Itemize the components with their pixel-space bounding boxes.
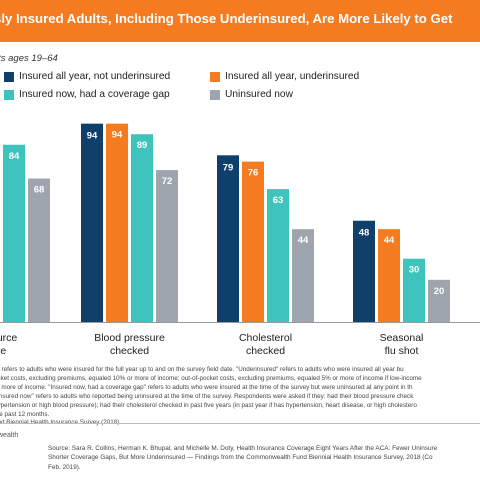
- bar-chart: 94 79 48 94 76 44 84 89 63 30 68 72 44 20 sourcere Bloo…: [0, 123, 480, 357]
- legend-label-4: Uninsured now: [225, 89, 293, 100]
- bar: [353, 220, 375, 322]
- note-line: und Biennial Health Insurance Survey (20…: [0, 419, 480, 428]
- bar: [242, 161, 264, 322]
- bar: [292, 229, 314, 322]
- bar-value-label: 44: [298, 235, 309, 246]
- bar-value-label: 44: [384, 235, 395, 246]
- bar: [81, 123, 103, 322]
- source-line: Shorter Coverage Gaps, But More Underins…: [48, 454, 433, 462]
- chart-title: sly Insured Adults, Including Those Unde…: [0, 11, 453, 26]
- bar-value-label: 94: [87, 131, 98, 142]
- bar: [131, 134, 153, 322]
- x-tick-label: checked: [246, 345, 285, 357]
- bar: [428, 279, 450, 322]
- note-line: or more of income. "Insured now, had a c…: [0, 383, 413, 391]
- footer-divider: [0, 423, 480, 424]
- x-tick-label: Blood pressure: [94, 332, 165, 344]
- bar: [106, 123, 128, 322]
- legend: Insured all year, not underinsured Insur…: [4, 71, 474, 105]
- bar: [3, 144, 25, 322]
- bar-value-label: 79: [223, 162, 234, 173]
- chart-notes: d" refers to adults who were insured for…: [0, 366, 480, 428]
- note-line: d" refers to adults who were insured for…: [0, 366, 404, 373]
- bar: [28, 178, 50, 322]
- bar-value-label: 48: [359, 228, 370, 239]
- legend-swatch-3: [4, 90, 14, 100]
- legend-swatch-2: [210, 72, 220, 82]
- note-line: the past 12 months.: [0, 410, 50, 418]
- bar: [217, 155, 239, 322]
- x-tick-label: Cholesterol: [239, 332, 292, 344]
- bar: [156, 170, 178, 322]
- bar-value-label: 94: [112, 130, 123, 141]
- bar: [403, 258, 425, 322]
- bar-value-label: 84: [9, 151, 20, 162]
- x-tick-label: re: [0, 345, 6, 357]
- bar-value-label: 72: [162, 176, 173, 187]
- title-banner: sly Insured Adults, Including Those Unde…: [0, 0, 480, 42]
- note-line: ocket costs, excluding premiums, equaled…: [0, 374, 422, 382]
- legend-swatch-4: [210, 90, 220, 100]
- x-tick-label: checked: [110, 345, 149, 357]
- x-tick-label: Seasonal: [380, 332, 424, 344]
- legend-label-3: Insured now, had a coverage gap: [19, 89, 170, 100]
- bar-value-label: 63: [273, 195, 284, 206]
- bar-value-label: 68: [34, 185, 45, 196]
- x-tick-label: source: [0, 332, 17, 344]
- note-line: hypertension or high blood pressure); ha…: [0, 401, 417, 409]
- chart-subtitle: lts ages 19–64: [0, 53, 58, 64]
- legend-swatch-1: [4, 72, 14, 82]
- x-tick-label: flu shot: [385, 345, 419, 357]
- brand-name: wealth: [0, 432, 19, 439]
- bar-value-label: 76: [248, 168, 259, 179]
- bar: [378, 229, 400, 322]
- bar-value-label: 89: [137, 140, 148, 151]
- note-line: ninsured now" refers to adults who repor…: [0, 392, 414, 400]
- bar: [267, 189, 289, 322]
- legend-label-2: Insured all year, underinsured: [225, 71, 360, 82]
- bar-value-label: 30: [409, 265, 420, 276]
- source-line: Source: Sara R. Collins, Herman K. Bhupa…: [48, 445, 438, 452]
- bar-value-label: 20: [434, 286, 445, 297]
- legend-label-1: Insured all year, not underinsured: [19, 71, 171, 82]
- source-citation: Source: Sara R. Collins, Herman K. Bhupa…: [48, 444, 480, 472]
- source-line: Feb. 2019).: [48, 463, 81, 471]
